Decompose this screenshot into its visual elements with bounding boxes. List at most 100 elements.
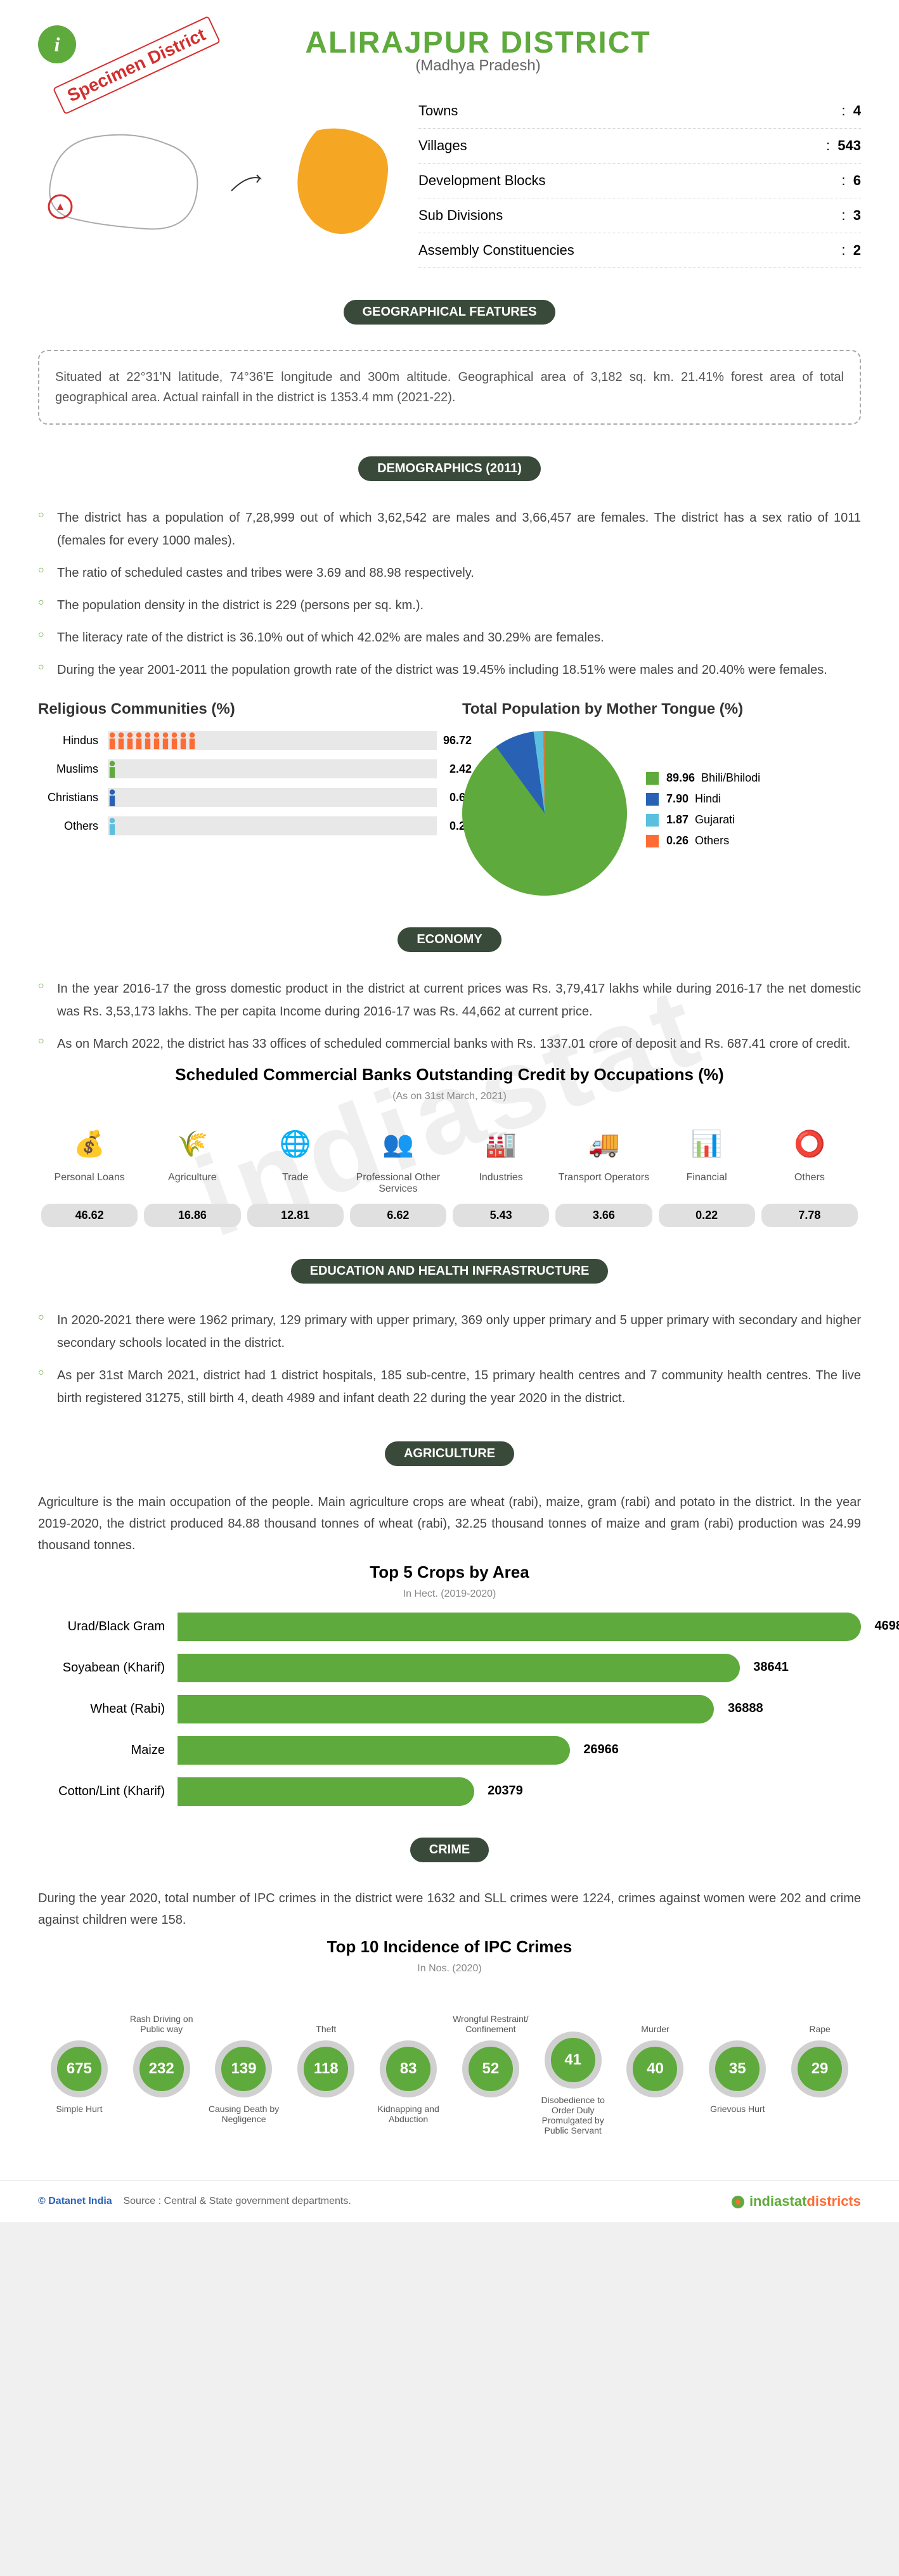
crops-chart: Urad/Black Gram46980Soyabean (Kharif)386…	[38, 1613, 861, 1806]
crime-text: During the year 2020, total number of IP…	[38, 1888, 861, 1931]
religion-title: Religious Communities (%)	[38, 700, 437, 718]
credit-label: Industries	[453, 1172, 549, 1197]
credit-icon: ⭕	[761, 1121, 858, 1166]
legend-value: 0.26	[666, 834, 689, 847]
district-map	[279, 118, 406, 245]
stat-label: Villages	[418, 132, 467, 160]
legend-value: 89.96	[666, 771, 695, 785]
tongue-legend: 89.96Bhili/Bhilodi7.90Hindi1.87Gujarati0…	[646, 771, 760, 855]
legend-value: 1.87	[666, 813, 689, 827]
legend-swatch	[646, 814, 659, 827]
bullet-item: In 2020-2021 there were 1962 primary, 12…	[38, 1309, 861, 1355]
bullet-item: The district has a population of 7,28,99…	[38, 506, 861, 552]
section-edu-title: EDUCATION AND HEALTH INFRASTRUCTURE	[291, 1259, 609, 1284]
crime-label-top	[532, 1993, 614, 2025]
crime-value: 232	[133, 2040, 190, 2097]
credit-value: 5.43	[453, 1204, 549, 1227]
geo-text: Situated at 22°31'N latitude, 74°36'E lo…	[38, 350, 861, 425]
section-geo-title: GEOGRAPHICAL FEATURES	[344, 300, 556, 325]
stat-label: Towns	[418, 97, 458, 125]
credit-value: 0.22	[659, 1204, 755, 1227]
footer-copyright: © Datanet India	[38, 2196, 112, 2206]
religion-label: Muslims	[38, 763, 108, 776]
crime-label-bot	[285, 2104, 367, 2135]
crime-value: 118	[297, 2040, 354, 2097]
credit-value: 3.66	[555, 1204, 652, 1227]
crime-label-bot	[779, 2104, 861, 2135]
credit-label: Professional Other Services	[350, 1172, 446, 1197]
legend-swatch	[646, 772, 659, 785]
religion-label: Christians	[38, 791, 108, 804]
arrow-icon	[228, 169, 266, 194]
bullet-item: The population density in the district i…	[38, 594, 861, 617]
credit-icon: 🚚	[555, 1121, 652, 1166]
crops-chart-subtitle: In Hect. (2019-2020)	[38, 1588, 861, 1600]
crime-label-bot	[614, 2104, 697, 2135]
credit-label: Transport Operators	[555, 1172, 652, 1197]
crime-value: 83	[380, 2040, 437, 2097]
stat-label: Development Blocks	[418, 167, 546, 195]
legend-label: Bhili/Bhilodi	[701, 771, 760, 785]
edu-bullets: In 2020-2021 there were 1962 primary, 12…	[38, 1309, 861, 1410]
credit-value: 6.62	[350, 1204, 446, 1227]
crime-label-top	[696, 2002, 779, 2034]
crop-label: Cotton/Lint (Kharif)	[38, 1784, 178, 1799]
crime-label-bot: Kidnapping and Abduction	[367, 2104, 450, 2135]
crime-label-bot	[450, 2104, 532, 2135]
demo-bullets: The district has a population of 7,28,99…	[38, 506, 861, 681]
religion-label: Others	[38, 820, 108, 833]
tongue-pie	[462, 731, 627, 896]
stat-value: 6	[853, 172, 861, 188]
credit-label: Agriculture	[144, 1172, 240, 1197]
crime-label-bot	[120, 2104, 203, 2135]
religion-label: Hindus	[38, 734, 108, 747]
stat-value: 4	[853, 103, 861, 119]
credit-value: 46.62	[41, 1204, 138, 1227]
tongue-title: Total Population by Mother Tongue (%)	[462, 700, 861, 718]
credit-value: 16.86	[144, 1204, 240, 1227]
crime-label-top	[203, 2002, 285, 2034]
credit-title: Scheduled Commercial Banks Outstanding C…	[38, 1065, 861, 1085]
stat-value: 543	[838, 138, 861, 153]
footer-source: Source : Central & State government depa…	[123, 2196, 351, 2206]
section-crime-title: CRIME	[410, 1838, 489, 1862]
section-demo-title: DEMOGRAPHICS (2011)	[358, 456, 541, 481]
crime-label-bot: Disobedience to Order Duly Promulgated b…	[532, 2095, 614, 2135]
crime-chart: 675Simple HurtRash Driving on Public way…	[38, 1993, 861, 2135]
crime-chart-subtitle: In Nos. (2020)	[38, 1963, 861, 1974]
legend-value: 7.90	[666, 792, 689, 806]
credit-subtitle: (As on 31st March, 2021)	[38, 1091, 861, 1102]
crime-label-bot: Simple Hurt	[38, 2104, 120, 2135]
crime-label-top	[367, 2002, 450, 2034]
crime-value: 41	[545, 2032, 602, 2089]
bullet-item: The literacy rate of the district is 36.…	[38, 626, 861, 649]
crime-value: 35	[709, 2040, 766, 2097]
quick-stats: Towns: 4Villages: 543Development Blocks:…	[418, 94, 861, 268]
crime-value: 29	[791, 2040, 848, 2097]
crime-label-top	[38, 2002, 120, 2034]
stat-value: 2	[853, 242, 861, 258]
religion-value: 2.42	[450, 763, 472, 776]
credit-icon: 💰	[41, 1121, 138, 1166]
credit-label: Trade	[247, 1172, 344, 1197]
bullet-item: In the year 2016-17 the gross domestic p…	[38, 977, 861, 1023]
state-map	[38, 118, 216, 245]
crime-label-top: Theft	[285, 2002, 367, 2034]
credit-chart: 💰Personal Loans46.62🌾Agriculture16.86🌐Tr…	[38, 1121, 861, 1227]
religion-chart: Hindus96.72Muslims2.42Christians0.63Othe…	[38, 731, 437, 835]
legend-swatch	[646, 835, 659, 847]
footer-logo: indiastatdistricts	[730, 2193, 861, 2210]
crime-label-top: Rash Driving on Public way	[120, 2002, 203, 2034]
legend-swatch	[646, 793, 659, 806]
crime-label-bot: Causing Death by Negligence	[203, 2104, 285, 2135]
stat-label: Sub Divisions	[418, 202, 503, 229]
crime-label-bot: Grievous Hurt	[696, 2104, 779, 2135]
crop-value: 36888	[728, 1701, 763, 1716]
credit-icon: 🌾	[144, 1121, 240, 1166]
crime-label-top: Wrongful Restraint/ Confinement	[450, 2002, 532, 2034]
credit-label: Others	[761, 1172, 858, 1197]
info-icon: i	[38, 25, 76, 63]
crops-chart-title: Top 5 Crops by Area	[38, 1562, 861, 1582]
crime-value: 139	[215, 2040, 272, 2097]
section-econ-title: ECONOMY	[398, 927, 501, 952]
